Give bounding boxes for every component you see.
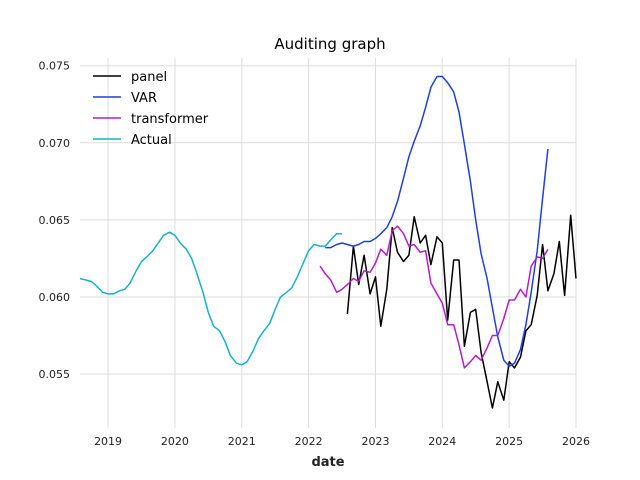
series-line-transformer	[319, 225, 549, 369]
x-axis-ticks: 2019 2020 2021 2022 2023 2024 2025 2026	[94, 435, 590, 448]
x-tick-label: 2019	[94, 435, 122, 448]
y-tick-label: 0.065	[39, 214, 71, 227]
y-tick-label: 0.075	[39, 60, 71, 73]
legend: panel VAR transformer Actual	[93, 70, 209, 148]
legend-label-transformer: transformer	[131, 112, 209, 127]
y-tick-label: 0.060	[39, 291, 71, 304]
x-axis-label: date	[311, 455, 344, 470]
legend-label-actual: Actual	[131, 133, 172, 148]
y-tick-label: 0.055	[39, 368, 71, 381]
x-tick-label: 2021	[228, 435, 256, 448]
legend-label-var: VAR	[131, 91, 157, 106]
series-line-actual	[79, 231, 342, 366]
x-tick-label: 2022	[295, 435, 323, 448]
series-line-panel	[346, 214, 577, 409]
x-tick-label: 2025	[495, 435, 523, 448]
x-tick-label: 2024	[428, 435, 456, 448]
x-tick-label: 2020	[161, 435, 189, 448]
series-line-var	[325, 75, 549, 368]
y-axis-ticks: 0.055 0.060 0.065 0.070 0.075	[39, 60, 71, 381]
series-lines	[79, 75, 577, 409]
x-tick-label: 2026	[562, 435, 590, 448]
legend-label-panel: panel	[131, 70, 167, 85]
x-tick-label: 2023	[361, 435, 389, 448]
y-tick-label: 0.070	[39, 137, 71, 150]
chart-title: Auditing graph	[274, 35, 385, 53]
